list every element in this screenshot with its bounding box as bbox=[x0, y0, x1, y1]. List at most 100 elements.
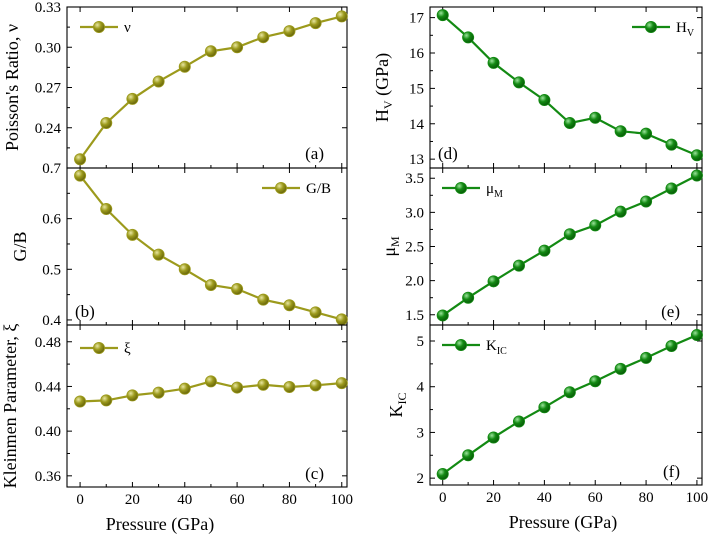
data-point bbox=[487, 275, 500, 288]
x-axis-label-left: Pressure (GPa) bbox=[106, 514, 214, 534]
series-line bbox=[79, 174, 343, 321]
data-point bbox=[538, 94, 551, 107]
x-tick-label: 80 bbox=[639, 490, 654, 506]
data-point bbox=[665, 340, 678, 353]
data-point bbox=[512, 415, 525, 428]
y-tick-label: 0.6 bbox=[42, 212, 61, 228]
data-point bbox=[152, 75, 165, 88]
data-point bbox=[538, 244, 551, 257]
legend-label: KIC bbox=[486, 338, 507, 357]
legend-marker bbox=[93, 341, 106, 354]
data-point bbox=[100, 203, 113, 216]
y-tick-label: 3.5 bbox=[405, 171, 424, 187]
data-point bbox=[74, 153, 87, 166]
series-line bbox=[79, 15, 343, 160]
legend-label: G/B bbox=[306, 181, 331, 197]
y-tick-label: 1.5 bbox=[405, 308, 424, 324]
chart-panel-f: 0 20 40 60 80 100 2 3 4 5 KIC KIC (f) bbox=[386, 324, 708, 506]
data-point bbox=[589, 375, 602, 388]
chart-panel-c: 0 20 40 60 80 100 0.36 0.40 0.44 0.48 Kleinmen Par… bbox=[0, 324, 353, 508]
y-tick-label: 2.5 bbox=[405, 240, 424, 256]
y-tick-label: 0.4 bbox=[42, 313, 61, 329]
data-point bbox=[74, 169, 87, 182]
data-point bbox=[436, 9, 449, 22]
x-tick-label: 60 bbox=[588, 490, 603, 506]
y-tick-label: 16 bbox=[409, 46, 425, 62]
y-tick-label: 15 bbox=[409, 81, 424, 97]
panel-label: (b) bbox=[75, 302, 95, 321]
legend-label: ν bbox=[124, 20, 131, 36]
y-tick-label: 4 bbox=[417, 380, 425, 396]
plot-frame bbox=[429, 6, 703, 169]
data-point bbox=[665, 138, 678, 151]
data-point bbox=[487, 56, 500, 69]
y-tick-label: 17 bbox=[409, 11, 425, 27]
x-tick-label: 40 bbox=[537, 490, 552, 506]
data-point bbox=[178, 60, 191, 73]
data-point bbox=[487, 431, 500, 444]
panel-label: (e) bbox=[661, 302, 680, 321]
x-tick-label: 20 bbox=[486, 490, 501, 506]
legend-label: μM bbox=[486, 181, 503, 200]
data-point bbox=[640, 195, 653, 208]
data-point bbox=[563, 117, 576, 130]
data-point bbox=[462, 291, 475, 304]
panel-label: (d) bbox=[438, 144, 458, 163]
y-tick-label: 2.0 bbox=[405, 274, 424, 290]
y-axis-label: G/B bbox=[10, 231, 30, 261]
data-point bbox=[436, 309, 449, 322]
y-axis-label: Kleinmen Parameter, ξ bbox=[0, 324, 20, 489]
y-axis-label: Poisson's Ratio, ν bbox=[2, 24, 22, 151]
x-tick-label: 100 bbox=[686, 490, 708, 506]
data-point bbox=[178, 263, 191, 276]
data-point bbox=[152, 386, 165, 399]
y-tick-label: 0.48 bbox=[35, 335, 61, 351]
y-tick-label: 3.0 bbox=[405, 205, 424, 221]
y-tick-label: 5 bbox=[417, 334, 425, 350]
y-axis-label: KIC bbox=[386, 393, 409, 418]
data-point bbox=[335, 10, 348, 23]
data-point bbox=[462, 449, 475, 462]
y-tick-label: 2 bbox=[417, 471, 425, 487]
legend-marker bbox=[645, 20, 658, 33]
data-point bbox=[257, 293, 270, 306]
data-point bbox=[309, 379, 322, 392]
legend-marker bbox=[454, 181, 467, 194]
plot-frame bbox=[66, 167, 348, 326]
data-point bbox=[231, 283, 244, 296]
data-point bbox=[283, 381, 296, 394]
data-point bbox=[335, 313, 348, 326]
y-tick-label: 14 bbox=[409, 117, 425, 133]
x-tick-label: 0 bbox=[76, 492, 84, 508]
y-tick-label: 0.33 bbox=[35, 0, 61, 16]
series-line bbox=[441, 14, 698, 157]
chart-panel-e: 1.5 2.0 2.5 3.0 3.5 μM μM (e) bbox=[379, 167, 703, 326]
data-point bbox=[690, 329, 703, 342]
data-point bbox=[204, 278, 217, 291]
data-point bbox=[563, 228, 576, 241]
panel-label: (c) bbox=[305, 464, 324, 483]
panel-label: (a) bbox=[305, 144, 324, 163]
data-point bbox=[665, 182, 678, 195]
data-point bbox=[126, 228, 139, 241]
data-point bbox=[126, 389, 139, 402]
data-point bbox=[309, 17, 322, 30]
data-point bbox=[231, 381, 244, 394]
y-tick-label: 0.27 bbox=[35, 81, 62, 97]
data-point bbox=[462, 31, 475, 44]
data-point bbox=[690, 169, 703, 182]
y-tick-label: 0.24 bbox=[35, 121, 62, 137]
data-point bbox=[563, 386, 576, 399]
chart-panel-a: 0.24 0.27 0.30 0.33 Poisson's Ratio, ν ν (a) bbox=[2, 0, 348, 169]
x-tick-label: 100 bbox=[331, 492, 354, 508]
data-point bbox=[614, 125, 627, 138]
data-point bbox=[589, 219, 602, 232]
data-point bbox=[100, 117, 113, 130]
data-point bbox=[690, 149, 703, 162]
y-tick-label: 3 bbox=[417, 425, 425, 441]
x-axis-label-right: Pressure (GPa) bbox=[509, 512, 617, 533]
x-tick-label: 80 bbox=[282, 492, 297, 508]
data-point bbox=[100, 394, 113, 407]
legend-marker bbox=[454, 338, 467, 351]
